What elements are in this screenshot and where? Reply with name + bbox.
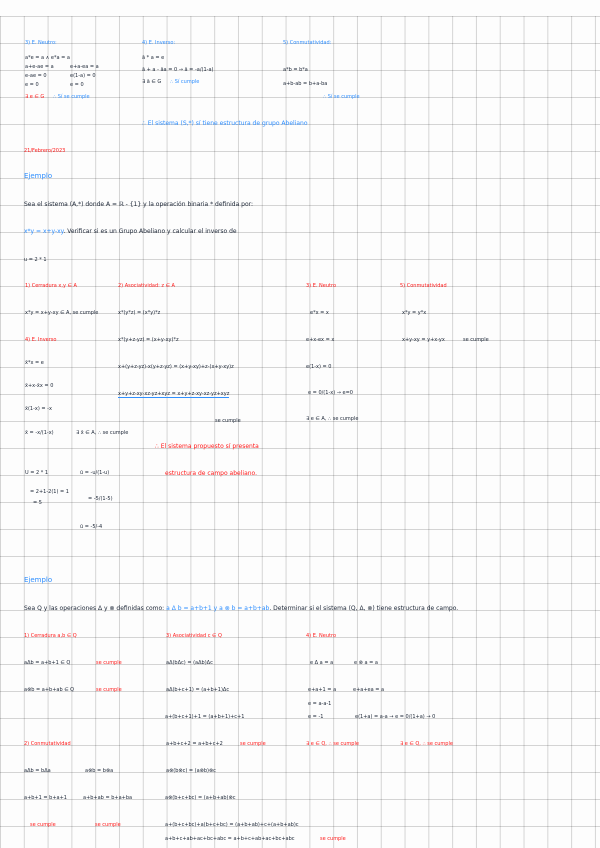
neutro-line: e Δ a = a [310, 660, 334, 666]
neutro-line: a+e-ae = a [25, 64, 54, 70]
neutro-title: 4) E. Neutro [306, 633, 337, 639]
asoc-line: x+y+z-xy-xz-yz+xyz = x+y+z-xy-xz-yz+xyz [118, 391, 230, 398]
operation: x*y = x+y-xy [24, 228, 64, 235]
calc-line: ū = -5/-4 [80, 524, 103, 530]
cerradura-result: se cumple [96, 687, 122, 693]
asoc-line: x*(y+z-yz) = (x+y-xy)*z [118, 337, 179, 343]
conm-line: a⊗b = b⊗a [85, 768, 114, 774]
inverso-line: ā * a = e [142, 55, 165, 61]
neutro-result: ∃ e ∈ Q, ∴ se cumple [400, 741, 453, 747]
neutro-line: e = 0 [25, 82, 39, 88]
grid-paper [0, 16, 600, 848]
neutro-line: e = -1 [308, 714, 324, 720]
conm-result: se cumple [463, 337, 489, 343]
asoc-line: a+(b+c+1)+1 = (a+b+1)+c+1 [165, 714, 245, 720]
neutro-line: e+x-ex = x [306, 337, 335, 343]
inverso-title: 4) E. Inverso: [142, 40, 176, 46]
statement-op: x*y = x+y-xy. Verificar si es un Grupo A… [24, 229, 237, 235]
conclusion: estructura de campo abeliano. [165, 470, 258, 477]
conclusion: ∴ El sistema propuesto sí presenta [155, 443, 259, 450]
inverso-line: x̄+x-x̄x = 0 [25, 383, 54, 389]
neutro-line: e = 0 [70, 82, 84, 88]
date: 21/Febrero/2023 [24, 148, 66, 154]
conm-result: ∴ Sí se cumple [323, 94, 360, 100]
asoc-result: se cumple [320, 836, 346, 842]
cerradura-line: aΔb = a+b+1 ∈ Q [24, 660, 71, 666]
asoc-line: a+(b+c+bc)+a(b+c+bc) = (a+b+ab)+c+(a+b+a… [165, 822, 299, 828]
neutro-line: e+a-ea = a [70, 64, 99, 70]
inverso-title: 4) E. Inverso [25, 337, 57, 343]
statement-a: Sea Q y las operaciones Δ y ⊗ definidas … [24, 605, 165, 612]
statement: Sea el sistema (A,*) donde A = ℝ - {1} y… [24, 201, 254, 208]
conm-line: a+b+1 = b+a+1 [24, 795, 67, 801]
neutro-line: e = 0/(1-x) → e=0 [308, 390, 353, 396]
neutro-line: e+a+ea = a [353, 687, 385, 693]
asoc-line: a+b+c+ab+ac+bc+abc = a+b+c+ab+ac+bc+abc [165, 836, 295, 842]
neutro-line: e ⊗ a = a [354, 660, 378, 666]
asoc-line: aΔ(b+c+1) = (a+b+1)Δc [166, 687, 230, 693]
cerradura-result: se cumple [96, 660, 122, 666]
inverso-line: x̄ = -x/(1-x) [25, 430, 54, 436]
statement: Sea Q y las operaciones Δ y ⊗ definidas … [24, 606, 458, 612]
neutro-line: e(1+a) = a-a → e = 0/(1+a) → 0 [355, 714, 436, 720]
example-title: Ejemplo [24, 576, 53, 584]
asoc-line: aΔ(bΔc) = (aΔb)Δc [166, 660, 213, 666]
neutro-result: ∃ e ∈ A, ∴ se cumple [306, 416, 359, 422]
conm-line: x+y-xy = y+x-yx [402, 337, 445, 343]
asoc-result: se cumple [215, 418, 241, 424]
conm-title: 2) Conmutatividad [24, 741, 71, 747]
calc-line: ū = -u/(1-u) [80, 470, 110, 476]
inverso-line: x̄*x = e [25, 360, 44, 366]
calc-line: = 5 [33, 500, 42, 506]
conm-line: aΔb = bΔa [24, 768, 51, 774]
neutro-title: 3) E. Neutro: [25, 40, 57, 46]
inverso-result: ∴ Sí cumple [170, 79, 200, 85]
neutro-line: e = a-a-1 [308, 701, 332, 707]
asociatividad-title: 2) Asociatividad: z ∈ A [118, 283, 175, 289]
inverso-result: ∃ x̄ ∈ A, ∴ se cumple [76, 430, 129, 436]
asoc-line: a⊗(b+c+bc) = (a+b+ab)⊗c [165, 795, 236, 801]
inverso-line: ā + a - āa = 0 → ā = -a/(1-a) [142, 67, 214, 73]
inverso-exists: ∃ ā ∈ G [142, 79, 162, 85]
asoc-line: a⊗(b⊗c) = (a⊗b)⊗c [166, 768, 216, 774]
example-title: Ejemplo [24, 172, 53, 180]
conm-result: se cumple [95, 822, 121, 828]
neutro-line: e-ae = 0 [25, 73, 47, 79]
asoc-result: se cumple [240, 741, 266, 747]
calc-line: = -5/(1-5) [88, 496, 113, 502]
task: . Verificar si es un Grupo Abeliano y ca… [63, 228, 237, 235]
neutro-line: e(1-x) = 0 [306, 364, 332, 370]
neutro-result: ∃ e ∈ Q, ∴ se cumple [306, 741, 359, 747]
cerradura-line: a⊗b = a+b+ab ∈ Q [24, 687, 75, 693]
neutro-line: e(1-a) = 0 [70, 73, 96, 79]
asoc-line: x+(y+z-yz)-x(y+z-yz) = (x+y-xy)+z-(x+y-x… [118, 364, 234, 370]
neutro-exists: ∃ e ∈ G [25, 94, 45, 100]
inverso-line: x̄(1-x) = -x [25, 406, 52, 412]
neutro-line: a*e = a ∧ e*a = a [25, 55, 70, 61]
neutro-result: ∴ Sí se cumple [53, 94, 90, 100]
neutro-line: e+a+1 = a [308, 687, 337, 693]
operations: a Δ b = a+b+1 y a ⊗ b = a+b+ab [166, 605, 270, 612]
conm-title: 5) Conmutatividad: [283, 40, 332, 46]
conm-result: se cumple [30, 822, 56, 828]
conm-line: x*y = y*x [402, 310, 427, 316]
conm-title: 5) Conmutatividad [400, 283, 447, 289]
cerradura-title: 1) Cerradura a,b ∈ Q [24, 633, 77, 639]
calc-line: U = 2 * 1 [25, 470, 49, 476]
cerradura-line: x*y = x+y-xy ∈ A, se cumple [25, 310, 99, 316]
cerradura-title: 1) Cerradura x,y ∈ A [25, 283, 77, 289]
group-conclusion: ∴ El sistema (S,*) sí tiene estructura d… [142, 120, 308, 127]
asoc-line: a+b+c+2 = a+b+c+2 [166, 741, 223, 747]
conm-line: a*b = b*a [283, 67, 308, 73]
neutro-line: e*x = x [310, 310, 329, 316]
calc-line: = 2+1-2(1) = 1 [30, 489, 69, 495]
asociatividad-title: 3) Asociatividad c ∈ Q [166, 633, 222, 639]
conm-line: a+b-ab = b+a-ba [283, 81, 328, 87]
target: u = 2 * 1 [24, 257, 47, 263]
conm-line: a+b+ab = b+a+ba [83, 795, 133, 801]
statement-b: . Determinar si el sistema (Q, Δ, ⊗) tie… [269, 605, 459, 612]
asoc-line: x*(y*z) = (x*y)*z [118, 310, 161, 316]
neutro-title: 3) E. Neutro [306, 283, 337, 289]
